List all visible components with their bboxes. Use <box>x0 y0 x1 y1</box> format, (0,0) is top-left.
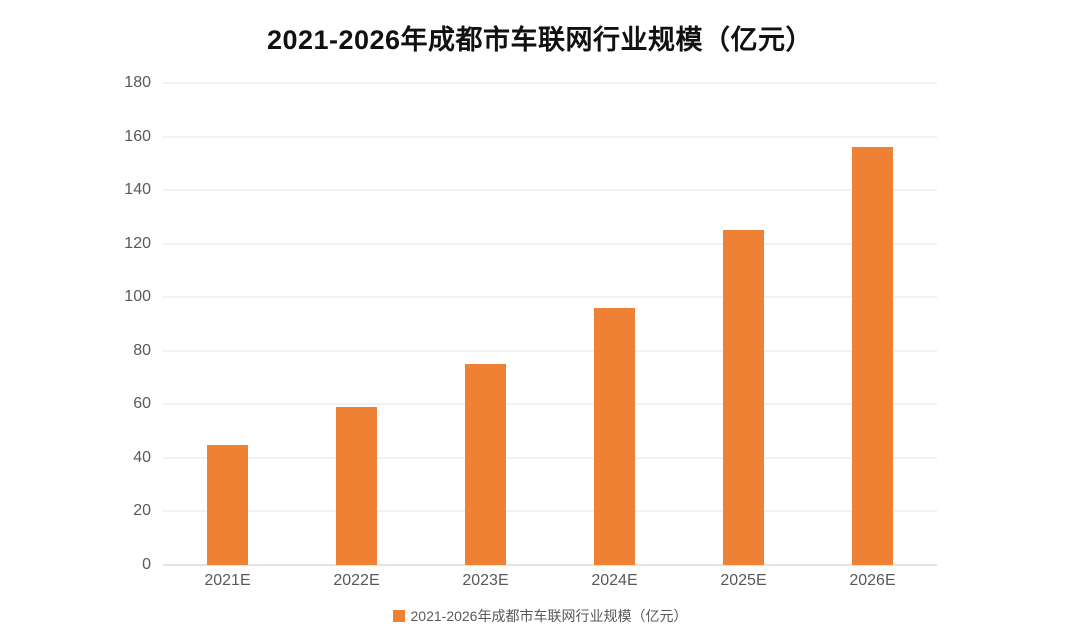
x-tick-label: 2026E <box>849 572 896 589</box>
bar-2022E <box>336 407 377 565</box>
bars-layer <box>163 83 937 565</box>
y-tick-label: 160 <box>124 127 151 145</box>
bar-2026E <box>852 147 893 565</box>
y-tick-label: 40 <box>133 448 151 466</box>
bar-slot <box>421 83 550 565</box>
plot-area: 0 20 40 60 80 100 120 140 160 180 2021E 2022E 2023E… <box>124 74 937 589</box>
y-tick-label: 120 <box>124 234 151 252</box>
gridline <box>163 82 937 84</box>
y-tick-label: 80 <box>133 341 151 359</box>
x-tick-label: 2022E <box>333 572 380 589</box>
y-tick-label: 180 <box>124 74 151 91</box>
bar-2023E <box>465 364 506 565</box>
y-tick-label: 60 <box>133 395 151 413</box>
gridline <box>163 510 937 512</box>
bar-slot <box>292 83 421 565</box>
gridline <box>163 403 937 405</box>
bar-slot <box>163 83 292 565</box>
gridline <box>163 189 937 191</box>
y-tick-label: 0 <box>142 556 151 573</box>
legend: 2021-2026年成都市车联网行业规模（亿元） <box>0 606 1080 626</box>
x-axis-tick-labels: 2021E 2022E 2023E 2024E 2025E 2026E <box>163 565 937 590</box>
gridline <box>163 457 937 459</box>
chart-title: 2021-2026年成都市车联网行业规模（亿元） <box>266 25 814 55</box>
bar-slot <box>550 83 679 565</box>
gridline <box>163 243 937 245</box>
bar-2024E <box>594 307 635 565</box>
bar-slot <box>808 83 937 565</box>
x-tick-label: 2021E <box>204 572 251 589</box>
bar-2025E <box>723 230 764 565</box>
legend-swatch-icon <box>392 610 405 622</box>
x-tick-label: 2024E <box>591 572 638 589</box>
bar-2021E <box>207 444 248 565</box>
bar-slot <box>679 83 808 565</box>
gridline <box>163 296 937 298</box>
y-tick-label: 20 <box>133 502 151 520</box>
x-tick-label: 2025E <box>720 572 767 589</box>
x-axis-baseline <box>163 564 937 566</box>
gridline <box>163 136 937 138</box>
gridline <box>163 350 937 352</box>
y-tick-label: 140 <box>124 181 151 199</box>
y-tick-label: 100 <box>124 288 151 306</box>
legend-label: 2021-2026年成都市车联网行业规模（亿元） <box>410 608 688 624</box>
x-tick-label: 2023E <box>462 572 509 589</box>
